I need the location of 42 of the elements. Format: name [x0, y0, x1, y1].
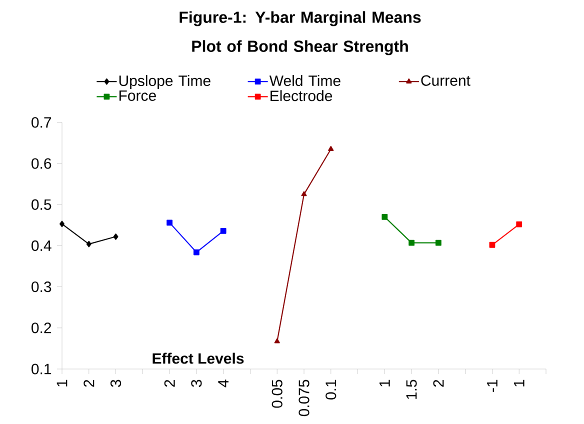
point — [328, 146, 334, 151]
point — [220, 228, 226, 234]
legend-label: Force — [119, 90, 156, 101]
point — [166, 220, 173, 226]
x-tick-label: 1 — [514, 380, 524, 386]
legend-label: Electrode — [270, 90, 332, 102]
x-tick-label: 4 — [218, 380, 228, 388]
y-tick-label: 0.4 — [32, 240, 52, 252]
point — [408, 240, 415, 246]
legend-label: Weld Time — [269, 75, 340, 86]
x-tick-label: 2 — [84, 380, 94, 387]
x-tick-label: 1.5 — [406, 380, 417, 399]
x-tick-label: 0.075 — [298, 380, 310, 416]
point — [435, 240, 442, 246]
x-tick-label: 1 — [380, 380, 390, 386]
legend-label: Upslope Time — [119, 75, 210, 90]
x-tick-label: 1 — [56, 380, 68, 386]
y-tick-label: 0.2 — [32, 322, 52, 334]
y-tick-label: 0.7 — [32, 117, 52, 128]
x-tick-label: 3 — [191, 380, 202, 387]
x-tick-label: 2 — [433, 380, 444, 387]
x-tick-label: 0.05 — [272, 380, 282, 408]
point — [382, 214, 388, 220]
point — [489, 242, 496, 248]
point — [113, 234, 118, 240]
y-tick-label: 0.6 — [32, 158, 52, 169]
x-tick-label: -1 — [487, 380, 498, 392]
y-tick-label: 0.3 — [32, 281, 52, 292]
point — [516, 221, 522, 228]
x-tick-label: 2 — [164, 380, 175, 387]
y-tick-label: 0.1 — [32, 364, 52, 374]
x-tick-label: 0.1 — [326, 380, 336, 400]
point — [301, 191, 307, 196]
point — [274, 338, 280, 344]
y-tick-label: 0.5 — [32, 199, 52, 210]
point — [60, 220, 64, 228]
point — [86, 240, 92, 248]
legend-label: Current — [421, 75, 470, 86]
chart-title: Figure-1: Y-bar Marginal Means Plot of Bond Shear Strength — [180, 11, 421, 56]
x-axis-title: Effect Levels — [152, 352, 244, 364]
point — [193, 249, 200, 256]
x-tick-label: 3 — [110, 380, 122, 387]
